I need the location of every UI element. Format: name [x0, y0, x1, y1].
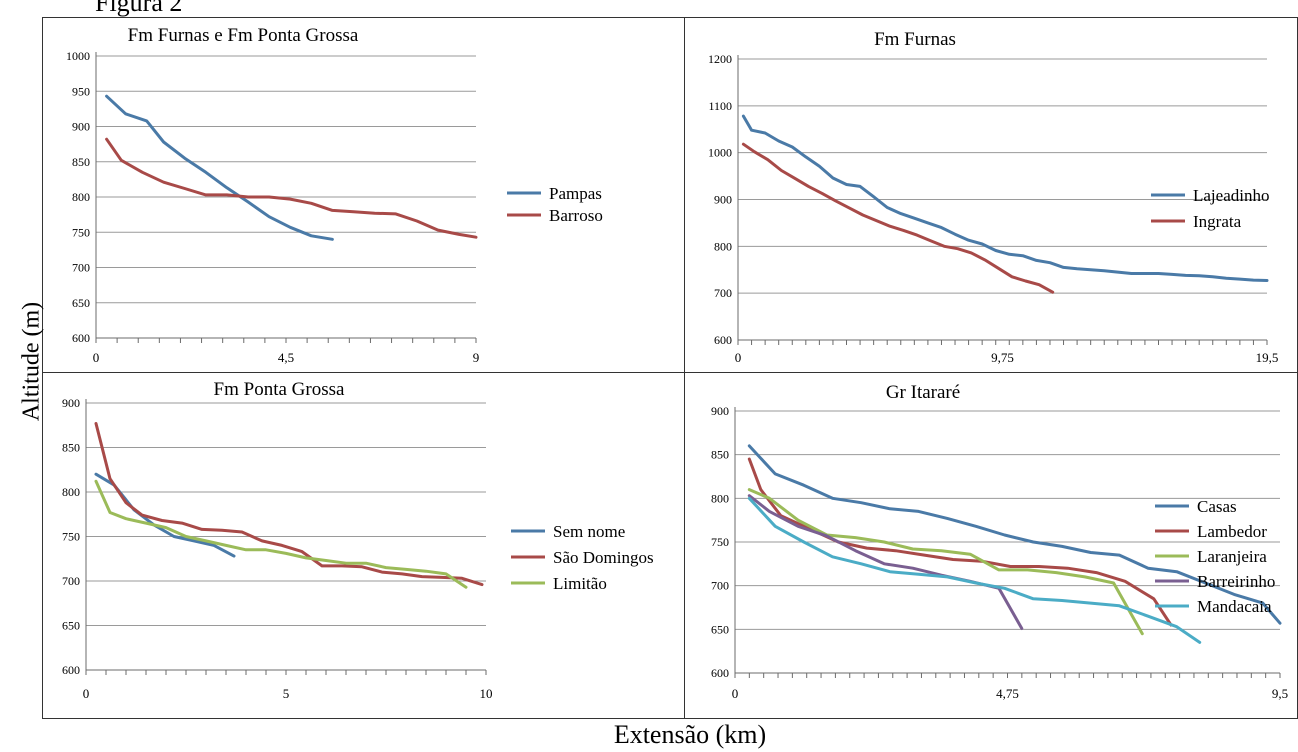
series-line-lambedor [747, 457, 1173, 627]
chart-title: Fm Ponta Grossa [214, 379, 345, 400]
y-tick-label: 1000 [708, 146, 732, 160]
y-tick-label: 650 [711, 622, 729, 636]
y-tick-label: 900 [72, 120, 90, 134]
series-line-pampas [105, 94, 334, 241]
y-tick-label: 600 [714, 333, 732, 347]
legend-label-barroso: Barroso [549, 206, 603, 225]
y-tick-label: 1000 [66, 49, 90, 63]
x-tick-label: 9,5 [1272, 686, 1288, 701]
y-tick-label: 650 [72, 296, 90, 310]
legend-label-sao-domingos: São Domingos [553, 548, 654, 567]
y-tick-label: 1100 [708, 99, 732, 113]
y-tick-label: 800 [72, 190, 90, 204]
series-line-lajeadinho [741, 114, 1269, 282]
series-line-barroso [105, 137, 478, 239]
panel-divider-vertical [684, 17, 685, 719]
chart-title: Gr Itararé [886, 382, 960, 403]
y-tick-label: 600 [62, 663, 80, 677]
series-line-limitao [94, 479, 468, 589]
x-tick-label: 0 [732, 686, 739, 701]
y-tick-label: 600 [72, 331, 90, 345]
legend-label-casas: Casas [1197, 497, 1237, 516]
legend-label-mandacaia: Mandacaia [1197, 597, 1272, 616]
y-tick-label: 600 [711, 666, 729, 680]
series-line-mandacaia [747, 496, 1202, 644]
x-tick-label: 5 [283, 686, 290, 701]
y-tick-label: 650 [62, 619, 80, 633]
y-tick-label: 900 [711, 404, 729, 418]
legend-label-lajeadinho: Lajeadinho [1193, 186, 1269, 205]
x-tick-label: 0 [93, 350, 100, 365]
y-tick-label: 700 [714, 286, 732, 300]
y-tick-label: 900 [714, 193, 732, 207]
y-tick-label: 900 [62, 396, 80, 410]
y-tick-label: 700 [711, 579, 729, 593]
legend-label-limitao: Limitão [553, 574, 607, 593]
legend-label-pampas: Pampas [549, 184, 602, 203]
x-tick-label: 0 [83, 686, 90, 701]
y-tick-label: 750 [72, 225, 90, 239]
y-tick-label: 800 [711, 491, 729, 505]
chart-title: Fm Furnas [874, 29, 956, 50]
series-line-laranjeira [747, 488, 1144, 636]
y-tick-label: 850 [72, 155, 90, 169]
x-tick-label: 9,75 [991, 350, 1014, 365]
series-line-ingrata [741, 142, 1055, 294]
y-tick-label: 750 [62, 530, 80, 544]
chart-fm-furnas: Fm Furnas 600 700 800 900 1000 1100 1200 0 9,75 19… [708, 29, 1279, 365]
figure-label: Figura 2 [95, 0, 183, 17]
legend-label-barreirinho: Barreirinho [1197, 572, 1275, 591]
x-tick-label: 9 [473, 350, 480, 365]
chart-title: Fm Furnas e Fm Ponta Grossa [128, 25, 359, 46]
x-tick-label: 0 [735, 350, 742, 365]
y-tick-label: 850 [62, 441, 80, 455]
x-tick-label: 10 [480, 686, 493, 701]
y-tick-label: 950 [72, 84, 90, 98]
y-tick-label: 1200 [708, 52, 732, 66]
chart-fm-furnas-e-fm-ponta-grossa: Fm Furnas e Fm Ponta Grossa 600 650 700 750 8… [66, 25, 603, 365]
y-tick-label: 700 [62, 574, 80, 588]
y-tick-label: 850 [711, 448, 729, 462]
panel-divider-horizontal [42, 372, 1298, 373]
x-tick-label: 19,5 [1256, 350, 1279, 365]
y-axis-label: Altitude (m) [18, 301, 45, 422]
legend-label-sem-nome: Sem nome [553, 522, 625, 541]
x-tick-label: 4,5 [278, 350, 294, 365]
series-line-casas [747, 444, 1282, 625]
y-tick-label: 800 [714, 239, 732, 253]
chart-gr-itarare: Gr Itararé 600 650 700 750 800 850 900 0 4,75 9,5 C… [711, 382, 1288, 701]
x-axis-label: Extensão (km) [613, 720, 767, 749]
legend-label-laranjeira: Laranjeira [1197, 547, 1267, 566]
y-tick-label: 750 [711, 535, 729, 549]
x-tick-label: 4,75 [996, 686, 1019, 701]
y-tick-label: 700 [72, 261, 90, 275]
legend-label-lambedor: Lambedor [1197, 522, 1267, 541]
legend-label-ingrata: Ingrata [1193, 212, 1242, 231]
series-line-sao-domingos [94, 422, 484, 587]
y-tick-label: 800 [62, 485, 80, 499]
chart-fm-ponta-grossa: Fm Ponta Grossa 600 650 700 750 800 850 900 0 5 10… [62, 379, 654, 701]
